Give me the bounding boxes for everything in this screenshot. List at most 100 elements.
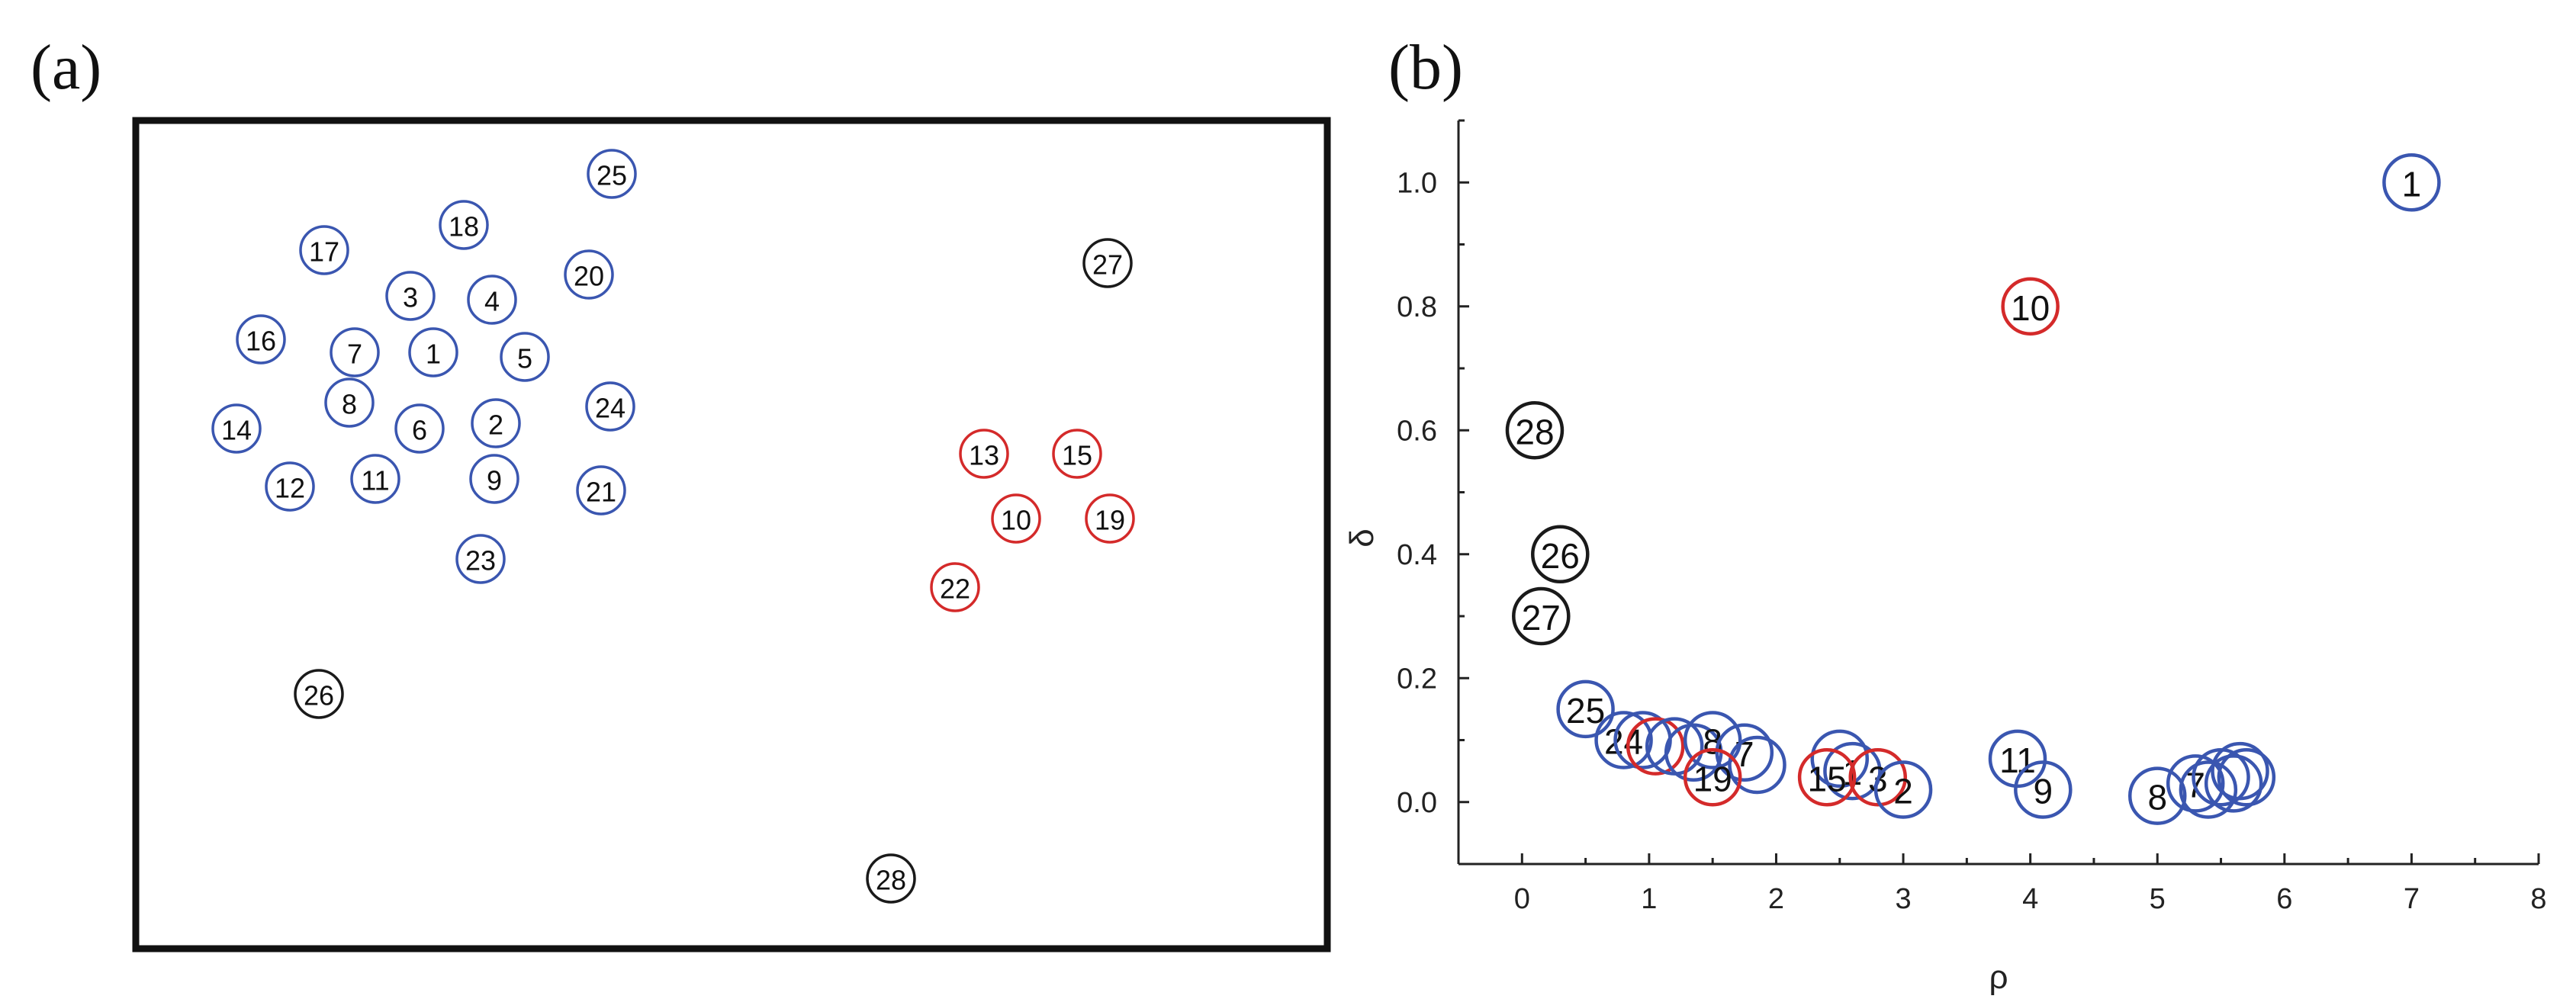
point-a-marker xyxy=(455,534,506,584)
point-b-marker xyxy=(1683,711,1742,769)
point-a-label: 26 xyxy=(304,680,334,712)
point-a-4: 4 xyxy=(467,275,517,325)
point-a-2: 2 xyxy=(471,398,521,448)
point-b-24: 24 xyxy=(1594,711,1653,769)
point-a-marker xyxy=(236,314,286,365)
panel-b-label: (b) xyxy=(1388,32,1463,103)
point-a-20: 20 xyxy=(564,249,614,300)
panel-a-frame xyxy=(132,117,1331,952)
point-b-2: 2 xyxy=(1873,760,1933,819)
point-b-marker xyxy=(1810,729,1870,789)
point-b-unlabeled-24 xyxy=(2179,760,2238,819)
point-b-label: 28 xyxy=(1515,412,1554,451)
point-b-marker xyxy=(2211,741,2269,801)
point-a-marker xyxy=(350,454,400,504)
x-tick-label: 1 xyxy=(1641,883,1657,915)
point-a-label: 7 xyxy=(347,339,362,370)
point-b-marker xyxy=(2382,153,2441,212)
point-a-marker xyxy=(294,669,344,719)
x-axis-label: ρ xyxy=(1989,959,2008,996)
y-tick-label: 0.6 xyxy=(1397,415,1437,447)
point-b-marker xyxy=(1594,711,1653,769)
point-a-17: 17 xyxy=(299,225,349,275)
point-b-unlabeled-13 xyxy=(1728,735,1786,795)
point-b-15: 15 xyxy=(1797,748,1857,807)
point-a-marker xyxy=(265,461,315,512)
point-a-marker xyxy=(385,271,436,321)
point-a-marker xyxy=(930,562,980,612)
point-a-27: 27 xyxy=(1082,238,1133,288)
point-a-9: 9 xyxy=(469,454,519,504)
point-a-label: 12 xyxy=(275,473,305,504)
point-a-marker xyxy=(585,381,635,432)
point-b-label: 26 xyxy=(1541,536,1580,576)
point-b-marker xyxy=(2217,748,2276,807)
y-axis-label: δ xyxy=(1343,528,1381,548)
point-b-label: 15 xyxy=(1808,759,1847,798)
point-b-label: 11 xyxy=(1999,740,2036,780)
point-b-8: 8 xyxy=(2127,766,2187,825)
point-a-label: 14 xyxy=(221,415,252,446)
point-a-label: 4 xyxy=(484,286,500,317)
point-a-label: 27 xyxy=(1092,249,1123,281)
point-b-marker xyxy=(2127,766,2187,825)
point-a-26: 26 xyxy=(294,669,344,719)
point-b-label: 27 xyxy=(1522,598,1561,638)
point-a-marker xyxy=(959,429,1009,479)
point-a-marker xyxy=(299,225,349,275)
point-a-5: 5 xyxy=(500,332,550,382)
point-a-marker xyxy=(330,327,380,377)
point-a-label: 18 xyxy=(449,211,479,243)
point-a-12: 12 xyxy=(265,461,315,512)
point-b-marker xyxy=(2001,277,2060,336)
point-a-15: 15 xyxy=(1052,429,1102,479)
point-b-marker xyxy=(2166,754,2225,813)
x-tick-label: 6 xyxy=(2276,883,2292,915)
point-a-label: 1 xyxy=(426,339,441,370)
point-a-13: 13 xyxy=(959,429,1009,479)
point-b-19: 19 xyxy=(1683,748,1742,807)
point-b-label: 25 xyxy=(1566,691,1605,731)
x-tick-label: 8 xyxy=(2530,883,2546,915)
point-b-marker xyxy=(1715,723,1774,782)
point-a-11: 11 xyxy=(350,454,400,504)
point-b-label: 2 xyxy=(1893,772,1913,811)
point-b-1: 1 xyxy=(2382,153,2441,212)
point-a-label: 23 xyxy=(465,545,496,577)
point-a-marker xyxy=(469,454,519,504)
point-a-3: 3 xyxy=(385,271,436,321)
y-tick-label: 1.0 xyxy=(1397,167,1437,199)
point-a-16: 16 xyxy=(236,314,286,365)
point-a-marker xyxy=(1085,493,1135,544)
point-a-label: 22 xyxy=(940,573,970,605)
point-b-marker xyxy=(1988,729,2047,789)
point-b-marker xyxy=(1848,748,1907,807)
point-b-marker xyxy=(1823,741,1882,801)
point-b-marker xyxy=(2014,760,2073,819)
point-a-label: 5 xyxy=(517,343,532,374)
point-b-26: 26 xyxy=(1531,525,1590,583)
point-a-label: 11 xyxy=(361,465,389,496)
point-a-28: 28 xyxy=(866,853,916,904)
point-b-unlabeled-8 xyxy=(1626,717,1685,776)
point-a-label: 6 xyxy=(412,415,427,446)
point-b-marker xyxy=(1512,586,1571,646)
point-b-marker xyxy=(1531,525,1590,583)
point-b-unlabeled-26 xyxy=(2204,754,2263,813)
point-a-label: 15 xyxy=(1062,440,1092,471)
point-b-unlabeled-28 xyxy=(2217,748,2276,807)
point-a-marker xyxy=(324,377,375,428)
point-b-9: 9 xyxy=(2014,760,2073,819)
point-b-marker xyxy=(2204,754,2263,813)
point-a-label: 13 xyxy=(969,440,999,471)
point-b-marker xyxy=(1873,760,1933,819)
point-b-marker xyxy=(1505,401,1565,460)
point-a-marker xyxy=(500,332,550,382)
point-a-21: 21 xyxy=(576,465,626,516)
point-b-label: 1 xyxy=(2402,164,2422,204)
point-b-27: 27 xyxy=(1512,586,1571,646)
point-a-8: 8 xyxy=(324,377,375,428)
x-tick-label: 0 xyxy=(1514,883,1530,915)
point-a-19: 19 xyxy=(1085,493,1135,544)
